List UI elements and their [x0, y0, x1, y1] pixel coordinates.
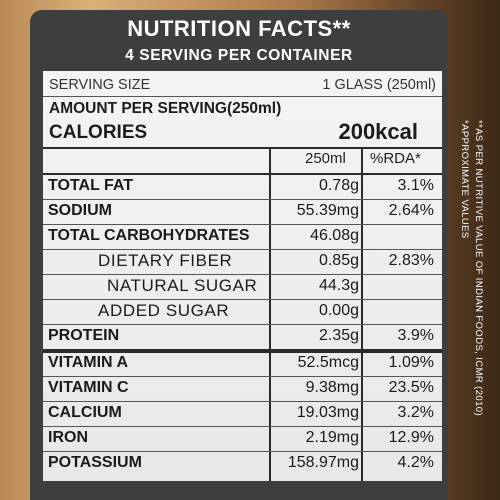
- nutrient-name: NATURAL SUGAR: [107, 276, 258, 295]
- divider: [43, 249, 442, 250]
- nutrient-name: VITAMIN A: [48, 354, 128, 371]
- nutrient-value: 2.19mg: [305, 429, 359, 446]
- amount-per-serving-label: AMOUNT PER SERVING(250ml): [49, 100, 282, 117]
- divider: [43, 96, 442, 97]
- nutrient-name: DIETARY FIBER: [98, 251, 233, 270]
- divider: [43, 349, 442, 353]
- divider: [43, 451, 442, 452]
- nutrient-rda: 2.83%: [388, 252, 434, 269]
- divider: [43, 376, 442, 377]
- divider: [43, 299, 442, 300]
- divider: [43, 173, 442, 175]
- divider: [43, 224, 442, 225]
- nutrition-title: NUTRITION FACTS**: [127, 16, 351, 41]
- servings-per-container: 4 SERVING PER CONTAINER: [125, 47, 353, 64]
- nutrient-name: POTASSIUM: [48, 454, 142, 471]
- nutrient-value: 0.85g: [318, 252, 359, 269]
- serving-size-label: SERVING SIZE: [49, 77, 151, 93]
- nutrient-value: 2.35g: [318, 327, 359, 344]
- nutrient-rda: 4.2%: [397, 454, 434, 471]
- serving-size-value: 1 GLASS (250ml): [322, 77, 436, 93]
- nutrition-table: SERVING SIZE 1 GLASS (250ml) AMOUNT PER …: [43, 71, 442, 481]
- nutrient-rda: 3.1%: [397, 177, 434, 194]
- nutrient-name: ADDED SUGAR: [98, 301, 230, 320]
- nutrient-name: CALCIUM: [48, 404, 122, 421]
- nutrient-value: 9.38mg: [305, 379, 359, 396]
- nutrient-rda: 3.9%: [397, 327, 434, 344]
- column-header-amount: 250ml: [305, 150, 346, 167]
- nutrient-rda: 23.5%: [388, 379, 434, 396]
- nutrient-rda: 3.2%: [397, 404, 434, 421]
- nutrient-name: VITAMIN C: [48, 379, 129, 396]
- nutrient-value: 55.39mg: [296, 202, 359, 219]
- column-header-rda: %RDA*: [370, 150, 421, 167]
- footnotes: *APPROXIMATE VALUES **AS PER NUTRITIVE V…: [448, 120, 494, 480]
- divider: [43, 274, 442, 275]
- nutrient-value: 52.5mcg: [297, 354, 359, 371]
- nutrient-name: TOTAL CARBOHYDRATES: [48, 227, 250, 244]
- nutrient-name: IRON: [48, 429, 88, 446]
- nutrient-name: TOTAL FAT: [48, 177, 134, 194]
- nutrient-rda: 1.09%: [388, 354, 434, 371]
- calories-label: CALORIES: [49, 122, 148, 143]
- nutrient-rda: 2.64%: [388, 202, 434, 219]
- nutrient-value: 44.3g: [318, 277, 359, 294]
- divider: [43, 147, 442, 149]
- divider: [43, 426, 442, 427]
- nutrient-rda: 12.9%: [388, 429, 434, 446]
- column-divider: [361, 147, 363, 481]
- divider: [43, 199, 442, 200]
- nutrient-name: SODIUM: [48, 202, 112, 219]
- nutrient-name: PROTEIN: [48, 327, 120, 344]
- source-note: **AS PER NUTRITIVE VALUE OF INDIAN FOODS…: [473, 120, 484, 417]
- divider: [43, 324, 442, 325]
- calories-value: 200kcal: [338, 119, 418, 144]
- nutrient-value: 158.97mg: [287, 454, 359, 471]
- nutrient-value: 0.78g: [318, 177, 359, 194]
- approximate-values-note: *APPROXIMATE VALUES: [459, 120, 470, 239]
- nutrient-value: 0.00g: [318, 302, 359, 319]
- column-divider: [269, 147, 271, 481]
- nutrient-value: 19.03mg: [296, 404, 359, 421]
- divider: [43, 401, 442, 402]
- nutrient-value: 46.08g: [310, 227, 359, 244]
